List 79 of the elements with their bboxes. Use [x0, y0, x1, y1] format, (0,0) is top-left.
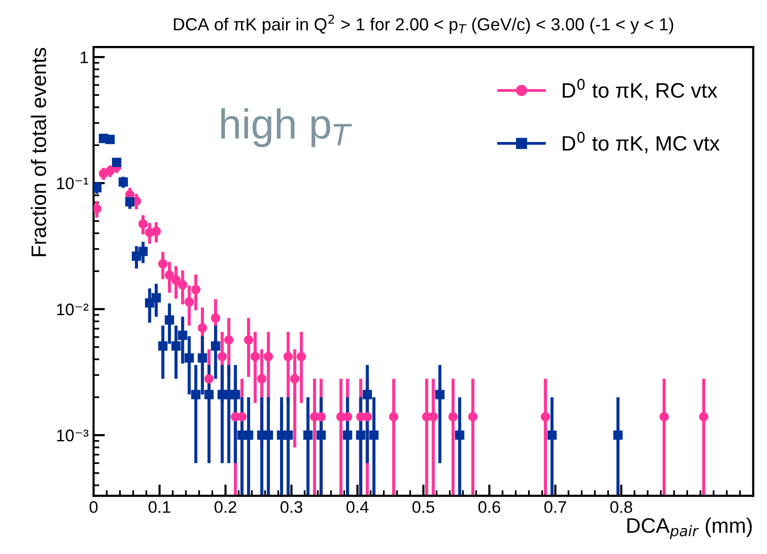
- point: [210, 341, 220, 351]
- x-tick-label: 0.3: [280, 501, 302, 513]
- point: [303, 430, 313, 440]
- x-tick-label: 0: [90, 501, 98, 513]
- point: [284, 430, 293, 440]
- point: [138, 246, 148, 256]
- point: [613, 430, 623, 440]
- chart-title: DCA of πK pair in Q$^{2}$ > 1 for 2.00 < p$_{T}$ (GeV/c) < 3.00 (-1 < y < 1): [174, 14, 674, 34]
- point: [342, 412, 352, 422]
- point: [191, 284, 200, 294]
- point: [184, 353, 194, 363]
- x-tick-label: 0.8: [610, 501, 632, 513]
- point: [118, 177, 128, 187]
- point: [435, 390, 445, 400]
- point: [164, 270, 174, 280]
- point: [171, 275, 181, 285]
- point: [547, 430, 557, 440]
- point: [369, 430, 379, 440]
- point: [257, 374, 266, 384]
- point: [237, 412, 247, 422]
- point: [152, 226, 161, 236]
- point: [244, 335, 254, 345]
- point: [204, 390, 214, 400]
- point: [448, 412, 458, 422]
- legend-label: D$^{0}$ to πK, RC vtx: [562, 78, 718, 100]
- point: [264, 352, 274, 362]
- y-axis-title: Fraction of total events: [30, 48, 46, 256]
- point: [230, 390, 240, 400]
- point: [224, 335, 234, 345]
- x-tick-label: 0.6: [478, 501, 500, 513]
- point: [164, 315, 174, 325]
- point: [94, 183, 102, 192]
- point: [152, 293, 161, 302]
- point: [125, 197, 135, 206]
- point: [540, 412, 550, 422]
- point: [316, 412, 326, 422]
- point: [699, 412, 708, 422]
- x-tick-label: 0.1: [148, 501, 170, 513]
- point: [105, 134, 115, 144]
- x-axis-title: DCA$_{pair}$ (mm): [627, 518, 752, 540]
- point: [178, 280, 188, 290]
- point: [171, 341, 181, 351]
- point: [468, 412, 478, 422]
- point: [112, 158, 122, 168]
- y-tick-label: 10⁻³: [57, 430, 88, 442]
- point: [204, 374, 214, 384]
- x-tick-label: 0.2: [214, 501, 236, 513]
- point: [659, 412, 669, 422]
- point: [264, 430, 274, 440]
- point: [284, 352, 293, 362]
- point: [158, 341, 168, 351]
- x-tick-label: 0.7: [544, 501, 566, 513]
- point: [362, 390, 372, 400]
- point: [218, 352, 227, 362]
- point: [178, 330, 188, 340]
- point: [389, 412, 398, 422]
- point: [296, 352, 306, 362]
- x-tick-label: 0.5: [412, 501, 434, 513]
- point: [316, 430, 326, 440]
- y-tick-label: 10⁻¹: [57, 177, 88, 190]
- point: [94, 204, 102, 214]
- point: [342, 430, 352, 440]
- point: [191, 390, 200, 400]
- point: [138, 219, 148, 229]
- point: [290, 374, 300, 384]
- point: [250, 352, 260, 362]
- legend-label: D$^{0}$ to πK, MC vtx: [562, 132, 720, 154]
- y-tick-label: 1: [80, 52, 88, 64]
- y-tick-label: 10⁻²: [57, 304, 88, 316]
- point: [184, 297, 194, 307]
- point: [198, 323, 208, 333]
- point: [455, 430, 464, 440]
- point: [198, 353, 208, 363]
- point: [244, 430, 254, 440]
- x-tick-label: 0.4: [346, 501, 369, 513]
- point: [158, 259, 168, 268]
- annotation: high p$_{T}$: [221, 108, 352, 148]
- point: [356, 430, 366, 440]
- point: [210, 313, 220, 323]
